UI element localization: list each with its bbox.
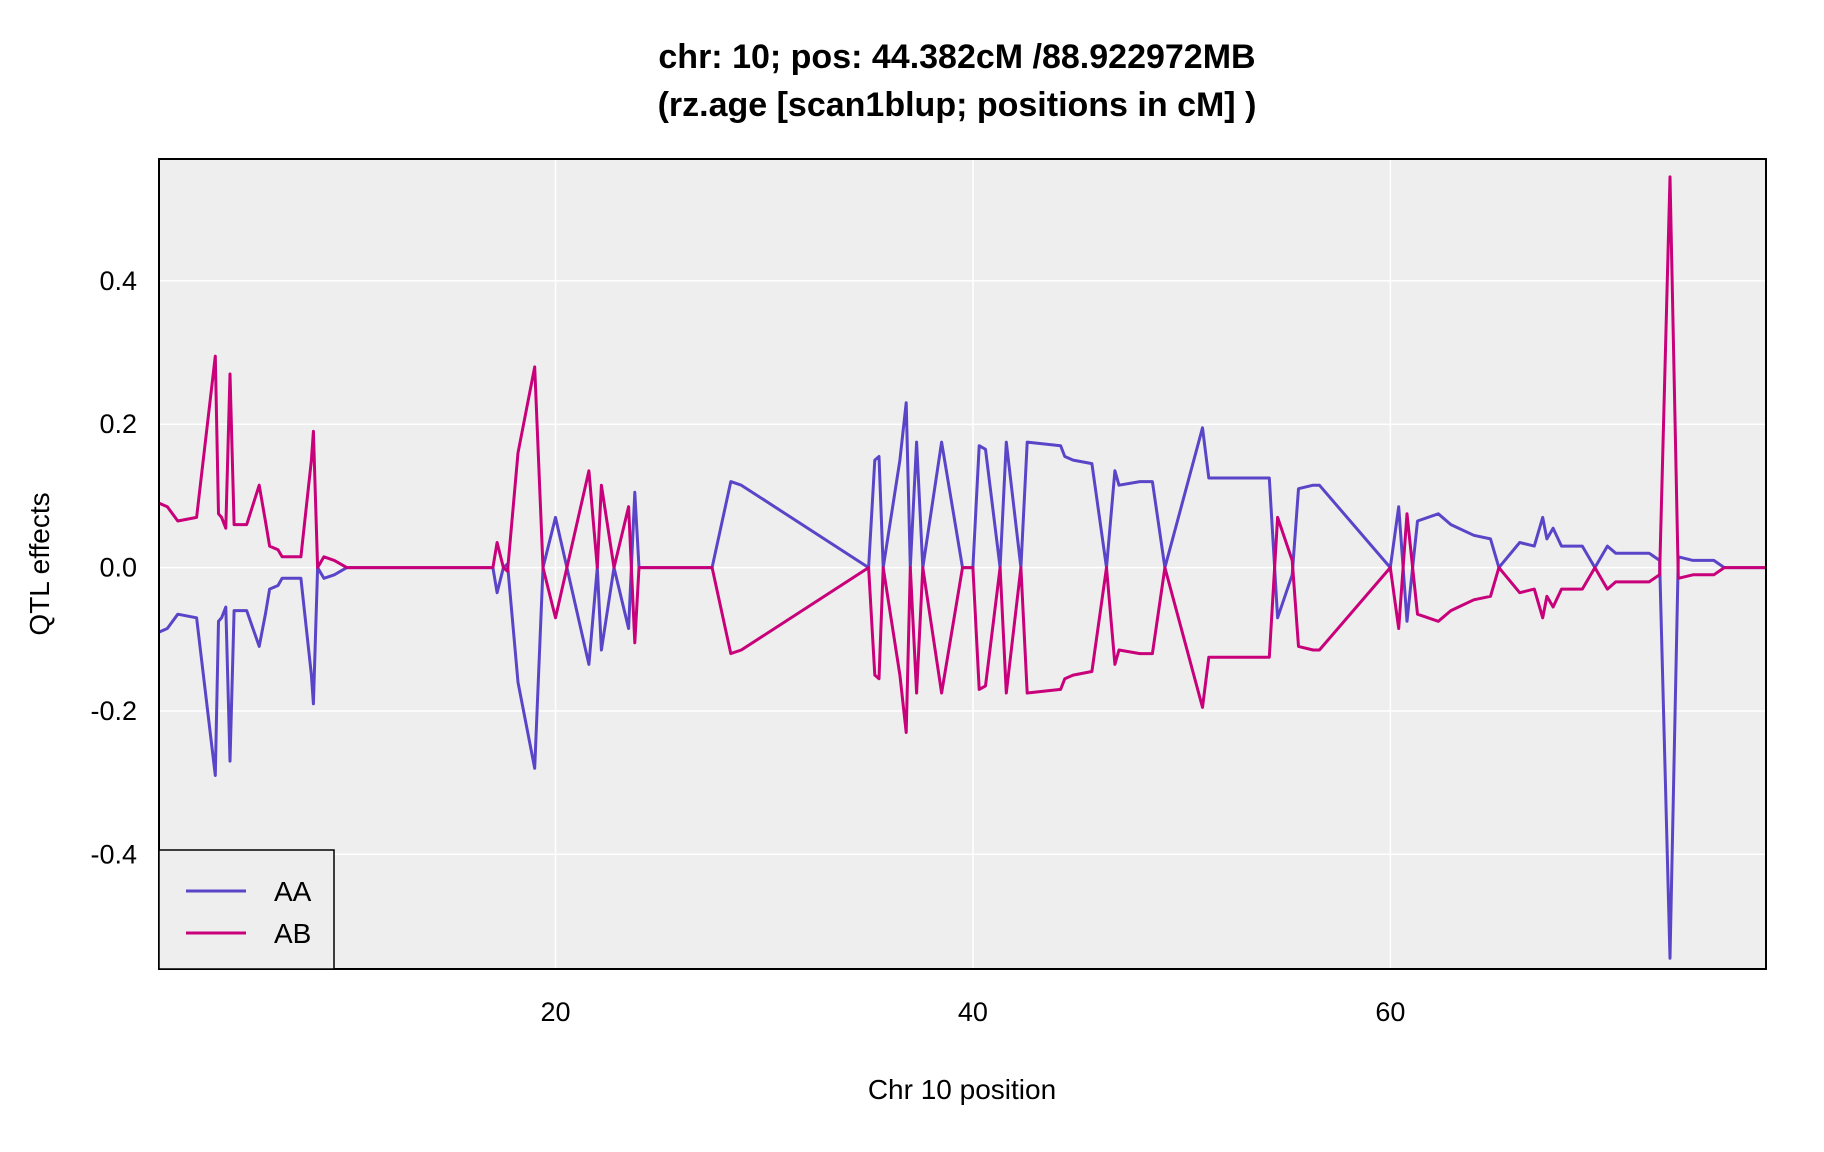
chart-title-line-1: chr: 10; pos: 44.382cM /88.922972MB bbox=[658, 38, 1255, 76]
x-axis: 20 40 60 bbox=[541, 997, 1406, 1027]
y-axis: -0.4 -0.2 0.0 0.2 0.4 bbox=[90, 266, 137, 869]
x-tick-label-2: 60 bbox=[1375, 997, 1405, 1027]
legend-label-ab: AB bbox=[274, 918, 311, 949]
series-line-ab bbox=[158, 175, 1766, 734]
legend: AA AB bbox=[158, 849, 335, 970]
series-line-aa bbox=[158, 401, 1766, 960]
y-axis-label: QTL effects bbox=[24, 492, 55, 635]
y-tick-label-4: 0.4 bbox=[99, 266, 137, 296]
x-axis-label: Chr 10 position bbox=[868, 1074, 1056, 1105]
legend-label-aa: AA bbox=[274, 876, 312, 907]
y-tick-label-2: 0.0 bbox=[99, 553, 137, 583]
y-tick-label-1: -0.2 bbox=[90, 696, 137, 726]
x-tick-label-0: 20 bbox=[541, 997, 571, 1027]
y-tick-label-3: 0.2 bbox=[99, 409, 137, 439]
legend-box bbox=[158, 849, 335, 970]
series-lines bbox=[158, 175, 1766, 960]
plot-border bbox=[158, 158, 1767, 970]
y-tick-label-0: -0.4 bbox=[90, 839, 137, 869]
chart-title-line-2: (rz.age [scan1blup; positions in cM] ) bbox=[658, 86, 1257, 124]
x-tick-label-1: 40 bbox=[958, 997, 988, 1027]
